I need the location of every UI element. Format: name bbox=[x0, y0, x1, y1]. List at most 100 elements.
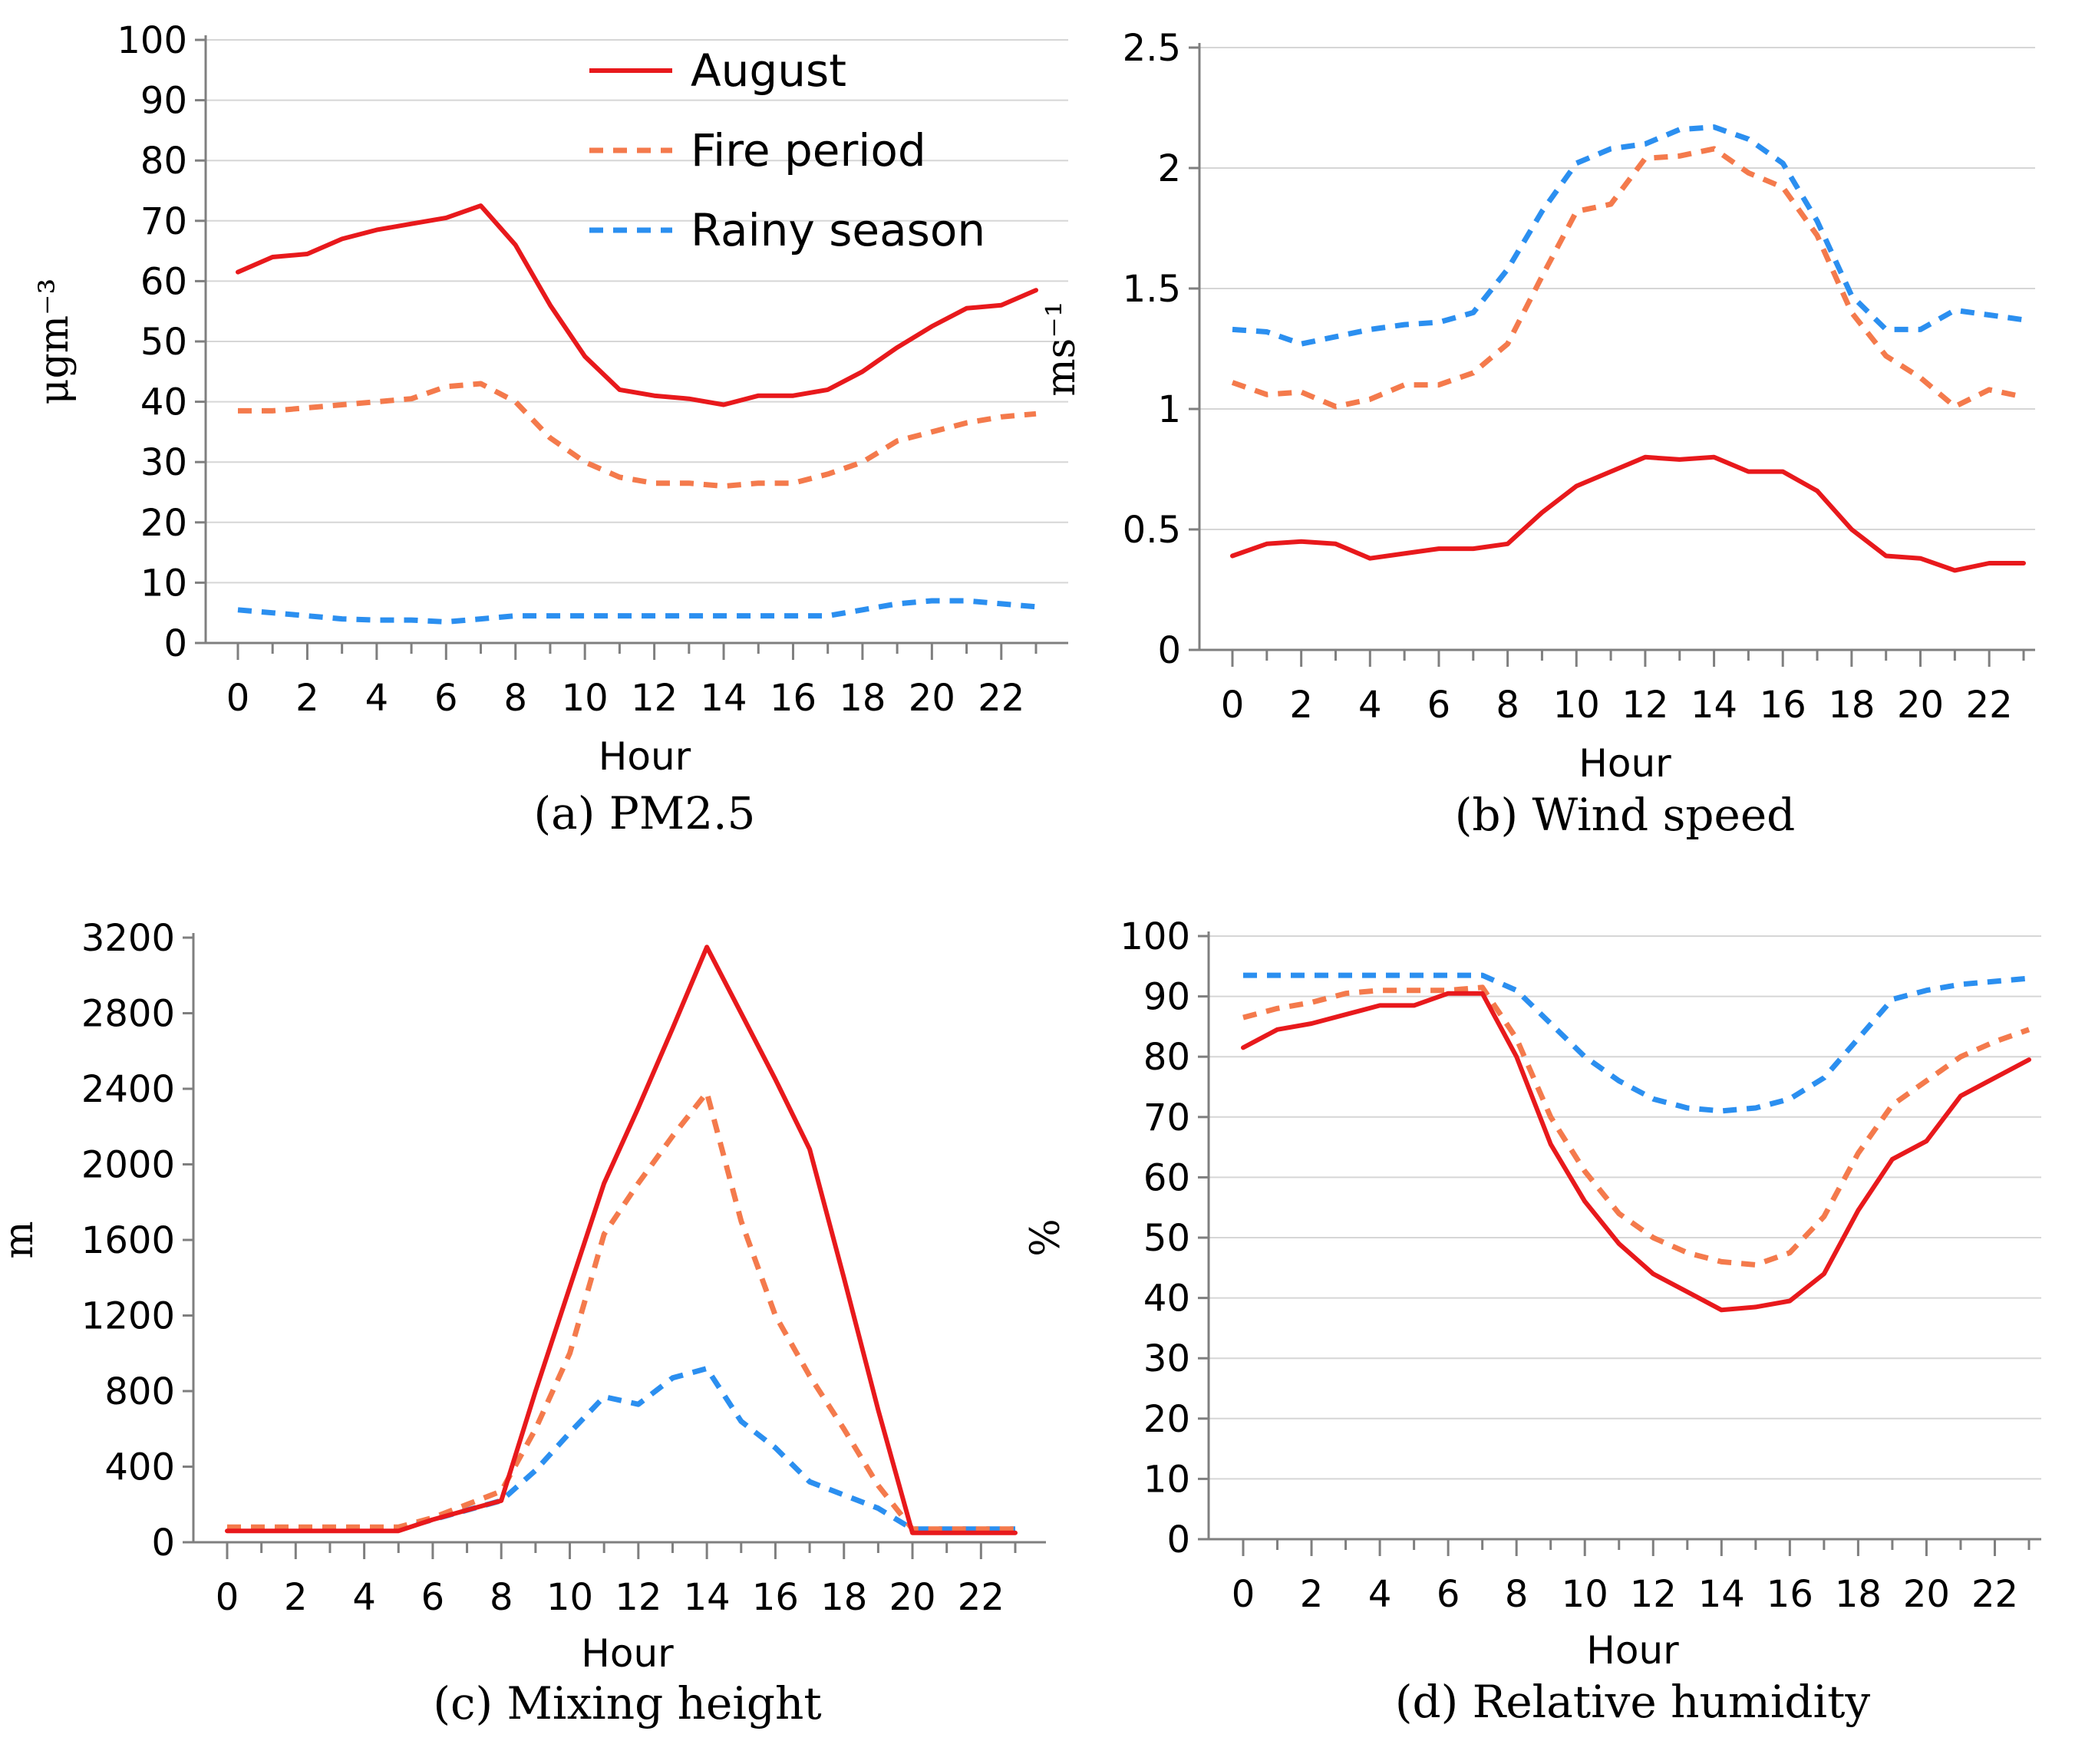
y-tick-label: 30 bbox=[1143, 1337, 1190, 1380]
x-tick-label: 12 bbox=[1630, 1573, 1677, 1616]
x-tick-label: 20 bbox=[909, 677, 955, 720]
x-tick-label: 14 bbox=[1698, 1573, 1745, 1616]
y-tick-label: 70 bbox=[1143, 1096, 1190, 1139]
y-axis-title: % bbox=[1023, 1218, 1069, 1256]
y-tick-label: 70 bbox=[140, 200, 187, 243]
x-axis-title: Hour bbox=[599, 734, 691, 779]
y-tick-label: 60 bbox=[140, 260, 187, 303]
x-tick-label: 8 bbox=[503, 677, 527, 720]
y-tick-label: 50 bbox=[1143, 1217, 1190, 1260]
panel-pm25: 0 10 20 30 40 50 60 70 80 90 100 0 2 4 6 8 10 12 14 16 18 20 2… bbox=[31, 19, 1068, 839]
chart-caption: (d) Relative humidity bbox=[1395, 1676, 1871, 1728]
x-tick-label: 4 bbox=[365, 677, 389, 720]
y-tick-label: 80 bbox=[140, 140, 187, 183]
y-tick-label: 40 bbox=[1143, 1278, 1190, 1321]
panel-mixing-height: 0 400 800 1200 1600 2000 2400 2800 3200 0 2 4 6 8 10 12… bbox=[0, 917, 1046, 1729]
chart-caption: (a) PM2.5 bbox=[534, 787, 756, 839]
x-tick-label: 18 bbox=[839, 677, 886, 720]
series-line-rainy-season bbox=[237, 598, 1037, 625]
x-tick-label: 2 bbox=[295, 677, 319, 720]
y-tick-label: 0 bbox=[151, 1522, 175, 1565]
legend: August Fire period Rainy season bbox=[589, 45, 985, 256]
x-tick-label: 10 bbox=[546, 1576, 593, 1619]
x-tick-label: 22 bbox=[1971, 1573, 2018, 1616]
y-tick-label: 800 bbox=[104, 1370, 175, 1413]
y-tick-label: 80 bbox=[1143, 1036, 1190, 1079]
y-tick-label: 40 bbox=[140, 381, 187, 424]
x-tick-label: 8 bbox=[1505, 1573, 1529, 1616]
y-axis-title: m bbox=[0, 1221, 42, 1258]
x-tick-label: 16 bbox=[1760, 684, 1806, 727]
y-tick-label: 0 bbox=[163, 622, 187, 665]
y-tick-label: 50 bbox=[140, 321, 187, 364]
series-line-rainy-season bbox=[1232, 124, 2024, 347]
x-tick-label: 10 bbox=[1553, 684, 1600, 727]
x-tick-label: 4 bbox=[1368, 1573, 1392, 1616]
series-line-august bbox=[1230, 454, 2026, 573]
x-tick-label: 18 bbox=[820, 1576, 867, 1619]
y-tick-label: 0 bbox=[1157, 629, 1181, 672]
y-axis-title: μgm⁻³ bbox=[31, 279, 78, 405]
x-tick-label: 8 bbox=[490, 1576, 513, 1619]
x-tick-label: 2 bbox=[1300, 1573, 1324, 1616]
x-tick-label: 14 bbox=[701, 677, 747, 720]
y-tick-label: 20 bbox=[1143, 1398, 1190, 1441]
x-tick-label: 20 bbox=[1897, 684, 1944, 727]
y-tick-label: 90 bbox=[1143, 976, 1190, 1019]
x-tick-label: 22 bbox=[958, 1576, 1005, 1619]
x-tick-label: 8 bbox=[1496, 684, 1519, 727]
y-tick-label: 90 bbox=[140, 80, 187, 123]
x-tick-label: 2 bbox=[1289, 684, 1313, 727]
y-tick-label: 60 bbox=[1143, 1156, 1190, 1199]
x-tick-label: 18 bbox=[1828, 684, 1875, 727]
y-tick-label: 2.5 bbox=[1123, 27, 1181, 70]
x-axis-title: Hour bbox=[1586, 1628, 1679, 1673]
y-tick-label: 2 bbox=[1157, 147, 1181, 190]
y-axis-title: ms⁻¹ bbox=[1038, 301, 1084, 396]
x-tick-label: 2 bbox=[284, 1576, 308, 1619]
x-tick-label: 4 bbox=[352, 1576, 376, 1619]
x-tick-label: 16 bbox=[770, 677, 817, 720]
x-tick-label: 10 bbox=[562, 677, 609, 720]
y-tick-label: 0.5 bbox=[1123, 509, 1181, 552]
x-tick-label: 12 bbox=[615, 1576, 661, 1619]
x-tick-label: 12 bbox=[631, 677, 678, 720]
x-tick-label: 6 bbox=[434, 677, 458, 720]
x-tick-label: 20 bbox=[889, 1576, 936, 1619]
x-tick-label: 14 bbox=[684, 1576, 731, 1619]
y-tick-label: 2800 bbox=[81, 993, 175, 1036]
x-tick-label: 16 bbox=[752, 1576, 799, 1619]
y-tick-label: 1.5 bbox=[1123, 268, 1181, 311]
y-tick-label: 2000 bbox=[81, 1144, 175, 1187]
y-tick-label: 1600 bbox=[81, 1219, 175, 1262]
x-tick-label: 14 bbox=[1691, 684, 1737, 727]
x-axis-title: Hour bbox=[1579, 741, 1671, 786]
y-tick-label: 2400 bbox=[81, 1068, 175, 1111]
y-tick-label: 1200 bbox=[81, 1295, 175, 1338]
y-tick-label: 3200 bbox=[81, 917, 175, 960]
x-tick-label: 6 bbox=[1427, 684, 1451, 727]
series-line-fire-period bbox=[1231, 146, 2024, 410]
series-line-rainy-season bbox=[227, 1366, 1015, 1532]
series-line-august bbox=[1241, 991, 2031, 1313]
chart-caption: (b) Wind speed bbox=[1455, 789, 1796, 841]
x-tick-label: 0 bbox=[1221, 684, 1245, 727]
y-tick-label: 0 bbox=[1166, 1518, 1190, 1561]
legend-label: Rainy season bbox=[691, 204, 985, 256]
series-line-august bbox=[236, 203, 1038, 407]
y-tick-label: 100 bbox=[1120, 915, 1190, 958]
x-tick-label: 4 bbox=[1358, 684, 1382, 727]
y-tick-label: 10 bbox=[1143, 1458, 1190, 1501]
x-tick-label: 6 bbox=[421, 1576, 445, 1619]
series-line-fire-period bbox=[227, 1090, 1015, 1532]
x-tick-label: 22 bbox=[978, 677, 1024, 720]
y-tick-label: 30 bbox=[140, 441, 187, 484]
x-tick-label: 12 bbox=[1621, 684, 1668, 727]
y-tick-label: 10 bbox=[140, 562, 187, 605]
panel-wind-speed: 0 0.5 1 1.5 2 2.5 0 2 4 6 8 10 12 14 16 18 20 22 Hour ms⁻¹ (… bbox=[1038, 27, 2035, 841]
x-tick-label: 22 bbox=[1966, 684, 2013, 727]
x-axis-title: Hour bbox=[581, 1631, 674, 1676]
x-tick-label: 0 bbox=[226, 677, 250, 720]
y-tick-label: 100 bbox=[117, 19, 187, 62]
